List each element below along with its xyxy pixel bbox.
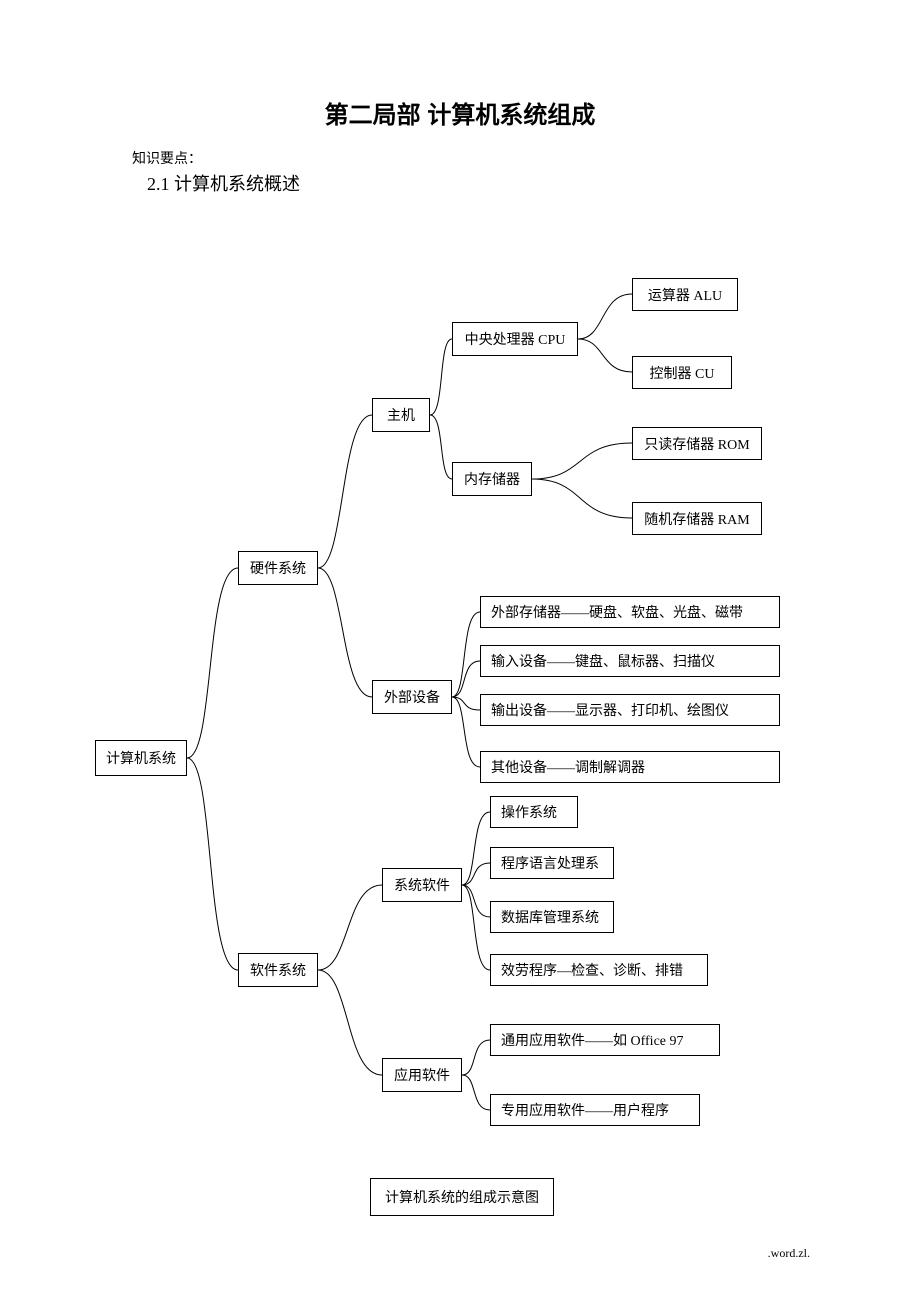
page-title: 第二局部 计算机系统组成	[0, 95, 920, 130]
node-peripheral: 外部设备	[372, 680, 452, 714]
leaf-lang-processor: 程序语言处理系	[490, 847, 614, 879]
node-memory: 内存储器	[452, 462, 532, 496]
connectors	[0, 0, 920, 1302]
node-host: 主机	[372, 398, 430, 432]
subtitle-label: 知识要点：	[132, 148, 202, 168]
leaf-other-devices: 其他设备——调制解调器	[480, 751, 780, 783]
diagram-caption: 计算机系统的组成示意图	[370, 1178, 554, 1216]
leaf-general-app: 通用应用软件——如 Office 97	[490, 1024, 720, 1056]
leaf-input-devices: 输入设备——键盘、鼠标器、扫描仪	[480, 645, 780, 677]
node-cpu: 中央处理器 CPU	[452, 322, 578, 356]
node-app-software: 应用软件	[382, 1058, 462, 1092]
node-hardware: 硬件系统	[238, 551, 318, 585]
leaf-cu: 控制器 CU	[632, 356, 732, 389]
leaf-output-devices: 输出设备——显示器、打印机、绘图仪	[480, 694, 780, 726]
leaf-rom: 只读存储器 ROM	[632, 427, 762, 460]
leaf-alu: 运算器 ALU	[632, 278, 738, 311]
section-heading: 2.1 计算机系统概述	[147, 170, 300, 196]
node-system-software: 系统软件	[382, 868, 462, 902]
leaf-dbms: 数据库管理系统	[490, 901, 614, 933]
node-root: 计算机系统	[95, 740, 187, 776]
footer-text: .word.zl.	[768, 1246, 810, 1261]
leaf-special-app: 专用应用软件——用户程序	[490, 1094, 700, 1126]
leaf-ram: 随机存储器 RAM	[632, 502, 762, 535]
leaf-external-storage: 外部存储器——硬盘、软盘、光盘、磁带	[480, 596, 780, 628]
node-software: 软件系统	[238, 953, 318, 987]
leaf-service-prog: 效劳程序—检查、诊断、排错	[490, 954, 708, 986]
leaf-os: 操作系统	[490, 796, 578, 828]
page: 第二局部 计算机系统组成 知识要点： 2.1 计算机系统概述	[0, 0, 920, 1302]
